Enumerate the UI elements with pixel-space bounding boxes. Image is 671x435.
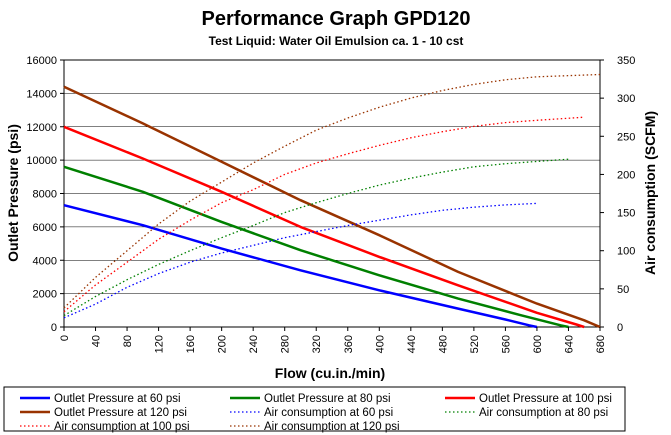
x-tick-label: 520 bbox=[469, 335, 481, 353]
legend-label: Air consumption at 100 psi bbox=[54, 421, 190, 433]
x-tick-label: 40 bbox=[91, 335, 103, 347]
series-line bbox=[63, 125, 585, 329]
x-tick-label: 440 bbox=[406, 335, 418, 353]
y-tick-label: 16000 bbox=[26, 55, 57, 67]
x-axis-title: Flow (cu.in./min) bbox=[275, 365, 385, 381]
legend-label: Outlet Pressure at 80 psi bbox=[264, 393, 391, 405]
x-tick-label: 240 bbox=[248, 335, 260, 353]
series-line bbox=[63, 116, 585, 313]
x-tick-label: 0 bbox=[59, 335, 71, 341]
y-tick-label: 4000 bbox=[33, 255, 57, 267]
left-axis-ticks: 0 2000 4000 6000 8000 10000 12000 14000 16000 bbox=[26, 55, 64, 334]
y2-tick-label: 100 bbox=[617, 246, 635, 258]
y2-tick-label: 150 bbox=[617, 208, 635, 220]
legend-label: Air consumption at 120 psi bbox=[264, 421, 400, 433]
x-tick-label: 600 bbox=[532, 335, 544, 353]
y2-axis-title: Air consumption (SCFM) bbox=[642, 111, 658, 275]
y2-tick-label: 200 bbox=[617, 169, 635, 181]
x-tick-label: 560 bbox=[500, 335, 512, 353]
grid-lines bbox=[64, 93, 600, 294]
legend-label: Outlet Pressure at 60 psi bbox=[54, 393, 181, 405]
series-line bbox=[63, 73, 601, 309]
legend-label: Air consumption at 80 psi bbox=[479, 407, 608, 419]
chart-title: Performance Graph GPD120 bbox=[202, 8, 471, 30]
y-tick-label: 6000 bbox=[33, 222, 57, 234]
x-axis-ticks: 0 40 80 120 160 200 240 280 320 360 400 440 480 520 56… bbox=[59, 327, 607, 353]
x-tick-label: 160 bbox=[185, 335, 197, 353]
y-tick-label: 12000 bbox=[26, 122, 57, 134]
legend-label: Outlet Pressure at 120 psi bbox=[54, 407, 187, 419]
chart-subtitle: Test Liquid: Water Oil Emulsion ca. 1 - … bbox=[209, 34, 464, 48]
y-tick-label: 14000 bbox=[26, 88, 57, 100]
x-tick-label: 120 bbox=[154, 335, 166, 353]
y2-tick-label: 350 bbox=[617, 55, 635, 67]
series-line bbox=[63, 158, 569, 317]
y2-tick-label: 50 bbox=[617, 284, 629, 296]
legend: Outlet Pressure at 60 psi Outlet Pressure… bbox=[20, 393, 612, 433]
y-tick-label: 8000 bbox=[33, 189, 57, 201]
y-axis-title: Outlet Pressure (psi) bbox=[5, 124, 21, 262]
y-tick-label: 0 bbox=[51, 322, 57, 334]
x-tick-label: 640 bbox=[563, 335, 575, 353]
legend-label: Air consumption at 60 psi bbox=[264, 407, 393, 419]
x-tick-label: 360 bbox=[343, 335, 355, 353]
x-tick-label: 320 bbox=[311, 335, 323, 353]
series-line bbox=[63, 203, 538, 329]
right-axis-ticks: 0 50 100 150 200 250 300 350 bbox=[600, 55, 635, 334]
y-tick-label: 10000 bbox=[26, 155, 57, 167]
y2-tick-label: 300 bbox=[617, 93, 635, 105]
x-tick-label: 200 bbox=[217, 335, 229, 353]
x-tick-label: 400 bbox=[374, 335, 386, 353]
x-tick-label: 280 bbox=[280, 335, 292, 353]
x-tick-label: 480 bbox=[437, 335, 449, 353]
series-line bbox=[63, 165, 569, 329]
y2-tick-label: 0 bbox=[617, 322, 623, 334]
series-layer bbox=[63, 73, 601, 329]
x-tick-label: 680 bbox=[595, 335, 607, 353]
legend-box bbox=[3, 386, 626, 432]
legend-label: Outlet Pressure at 100 psi bbox=[479, 393, 612, 405]
y-tick-label: 2000 bbox=[33, 289, 57, 301]
x-tick-label: 80 bbox=[122, 335, 134, 347]
series-line bbox=[63, 85, 601, 329]
y2-tick-label: 250 bbox=[617, 131, 635, 143]
